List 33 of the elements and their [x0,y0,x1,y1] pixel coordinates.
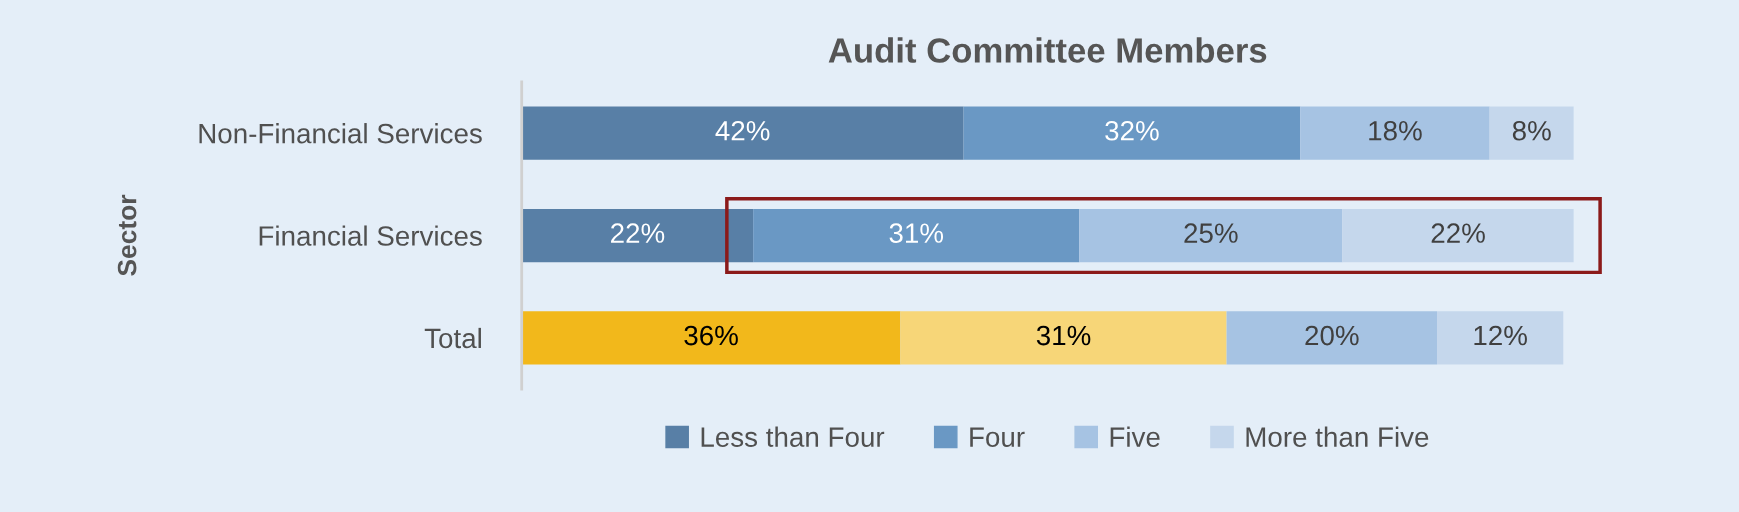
bar [1079,208,1343,263]
bar [521,311,901,365]
data-label: 8% [1512,120,1551,141]
bar [963,106,1301,160]
data-label: 31% [889,223,944,243]
data-label: 25% [1184,223,1238,243]
data-label: 18% [1369,120,1422,141]
legend-label: Five [1110,426,1160,447]
data-label: 42% [715,120,770,141]
y-tick-label: Non-Financial Services [199,123,482,144]
bar [521,208,754,263]
y-tick-label: Total [424,327,481,349]
data-label: 31% [1036,325,1091,346]
chart-title: Audit Committee Members [828,37,1267,63]
bar [1342,208,1574,263]
bar [753,208,1080,263]
data-label: 20% [1305,325,1359,346]
bar [1300,106,1490,160]
y-axis-title: Sector [117,194,137,276]
legend-label: Four [970,427,1025,447]
y-tick-label: Financial Services [259,225,482,246]
bar [1226,311,1438,365]
legend-label: Less than Four [701,426,885,447]
data-label: 36% [684,325,738,346]
bar [521,106,964,160]
bar [1437,311,1564,365]
data-label: 12% [1474,325,1527,346]
legend-label: More than Five [1246,426,1429,447]
data-label: 22% [1431,223,1485,243]
bar [1489,106,1574,160]
data-label: 32% [1105,120,1159,141]
bar [900,311,1227,365]
data-label: 22% [611,223,665,243]
